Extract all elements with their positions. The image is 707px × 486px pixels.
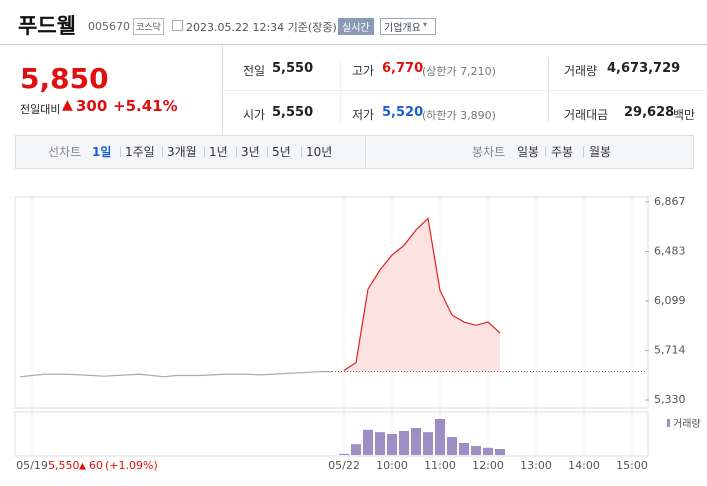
value: 29,628 <box>624 105 675 120</box>
divider <box>222 90 707 91</box>
tab-separator <box>120 147 121 157</box>
market-badge: 코스닥 <box>133 18 164 35</box>
volume-bar <box>387 434 397 455</box>
tab[interactable]: 3년 <box>241 145 260 159</box>
x-tick-label: 05/22 <box>328 459 360 472</box>
y-tick-label: 6,483 <box>654 244 686 257</box>
volume-bar <box>339 453 349 455</box>
tab[interactable]: 10년 <box>306 145 333 159</box>
volume-bar <box>483 447 493 455</box>
label: 전일 <box>243 64 266 78</box>
value: 5,520 <box>382 105 424 120</box>
label: 저가 <box>352 108 375 122</box>
label: 시가 <box>243 108 266 122</box>
x-tick-label: 14:00 <box>568 459 600 472</box>
calendar-icon <box>172 20 183 31</box>
tab-separator <box>236 147 237 157</box>
volume-bar <box>375 432 385 455</box>
volume-bar <box>435 419 445 455</box>
value: 5,550 <box>272 61 314 76</box>
legend-swatch <box>667 419 670 427</box>
tab-separator <box>162 147 163 157</box>
plot-frame <box>14 196 649 409</box>
volume-bar <box>471 446 481 455</box>
area-fill <box>344 218 500 372</box>
volume-bar <box>399 431 409 455</box>
price-line <box>19 371 332 378</box>
y-tick-label: 6,099 <box>654 294 686 307</box>
footer-rate: (+1.09%) <box>105 459 158 472</box>
value: 4,673,729 <box>607 61 681 76</box>
price-line <box>343 217 501 371</box>
up-arrow: ▲ <box>79 462 86 472</box>
note: (하한가 3,890) <box>422 109 496 122</box>
tab[interactable]: 1일 <box>92 145 112 159</box>
stock-code: 005670 <box>88 20 130 33</box>
volume-bar <box>495 449 505 455</box>
current-price: 5,850 <box>20 62 109 95</box>
y-tick-label: 5,714 <box>654 344 686 357</box>
y-tick-label: 5,330 <box>654 393 686 406</box>
note: (상한가 7,210) <box>422 65 496 78</box>
x-tick-label: 11:00 <box>424 459 456 472</box>
tab-separator <box>545 147 546 157</box>
tab[interactable]: 1주일 <box>125 145 155 159</box>
company-button[interactable]: 기업개요 <box>380 18 436 35</box>
realtime-button[interactable]: 실시간 <box>338 18 374 35</box>
tab[interactable]: 3개월 <box>167 145 197 159</box>
time: 2023.05.22 12:34 기준(장중) <box>186 21 337 34</box>
tab-group-label: 봉차트 <box>472 145 506 159</box>
x-tick-label: 15:00 <box>616 459 648 472</box>
value: 5,550 <box>272 105 314 120</box>
footer-change: 60 <box>89 459 103 472</box>
tab-group-label: 선차트 <box>48 145 82 159</box>
x-tick-label: 10:00 <box>376 459 408 472</box>
x-tick-label: 12:00 <box>472 459 504 472</box>
tab-separator <box>204 147 205 157</box>
volume-bar <box>459 443 469 455</box>
change-label: 전일대비 <box>20 103 61 116</box>
tab-separator <box>267 147 268 157</box>
x-tick-label: 05/19 <box>16 459 48 472</box>
tab[interactable]: 일봉 <box>517 145 540 159</box>
x-tick-label: 13:00 <box>520 459 552 472</box>
price-change: 300 <box>76 97 108 115</box>
label: 거래량 <box>564 64 598 78</box>
stock-name: 푸드웰 <box>18 14 76 38</box>
volume-frame <box>14 411 649 457</box>
legend-label: 거래량 <box>673 418 701 430</box>
unit: 백만 <box>673 108 696 122</box>
volume-bar <box>423 432 433 455</box>
value: 6,770 <box>382 61 424 76</box>
tab-bar <box>15 135 694 169</box>
label: 거래대금 <box>564 108 609 122</box>
tab[interactable]: 1년 <box>209 145 228 159</box>
dropdown-arrow: ▾ <box>423 20 428 29</box>
label: 고가 <box>352 64 375 78</box>
tab[interactable]: 월봉 <box>589 145 612 159</box>
up-arrow: ▲ <box>62 97 73 113</box>
volume-bar <box>363 429 373 455</box>
footer-price: 5,550 <box>48 459 80 472</box>
tab[interactable]: 5년 <box>272 145 291 159</box>
tab-separator <box>301 147 302 157</box>
tab-separator <box>583 147 584 157</box>
volume-bar <box>351 444 361 455</box>
tab[interactable]: 주봉 <box>551 145 574 159</box>
y-tick-label: 6,867 <box>654 195 686 208</box>
divider <box>365 136 366 168</box>
divider <box>0 44 707 45</box>
volume-bar <box>447 437 457 455</box>
change-rate: +5.41% <box>113 97 178 115</box>
volume-bar <box>411 428 421 455</box>
